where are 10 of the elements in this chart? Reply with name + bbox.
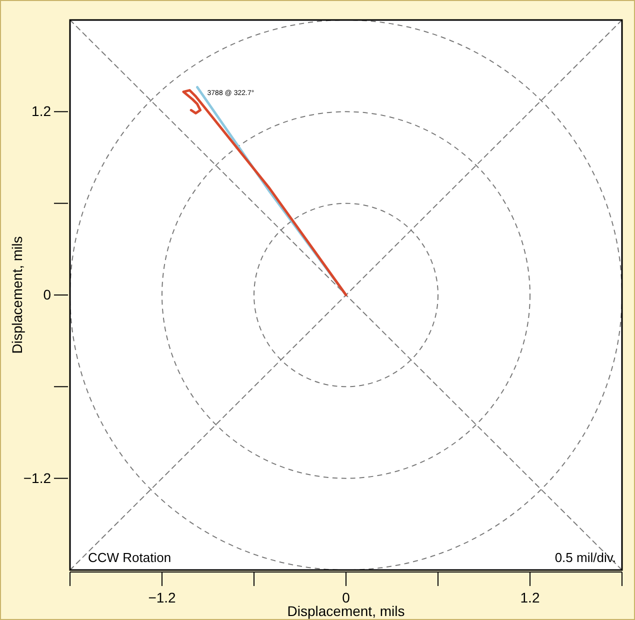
x-axis-title: Displacement, mils <box>287 603 405 619</box>
y-tick-label: 0 <box>43 286 52 302</box>
y-tick-label: 1.2 <box>32 103 52 120</box>
y-tick-label: −1.2 <box>23 470 52 486</box>
annotation: 0.5 mil/div. <box>554 550 616 565</box>
annotation: CCW Rotation <box>88 550 172 565</box>
y-axis-title: Displacement, mils <box>9 236 25 354</box>
x-tick-label: −1.2 <box>148 590 176 606</box>
x-tick-label: 0 <box>342 590 350 606</box>
x-tick-label: 1.2 <box>520 590 540 606</box>
